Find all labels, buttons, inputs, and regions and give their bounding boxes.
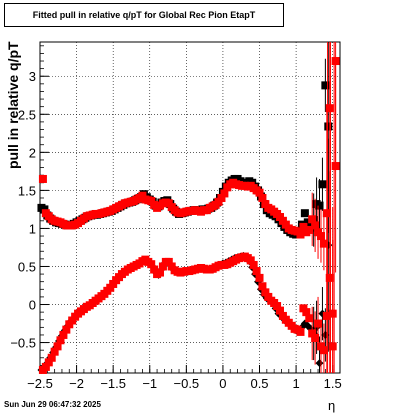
red-series-point: [220, 189, 229, 198]
red-series-point: [261, 288, 270, 297]
red-series-point: [325, 104, 334, 113]
chart-title-box: Fitted pull in relative q/pT for Global …: [4, 3, 284, 27]
red-series-point: [258, 282, 267, 291]
red-series-point: [164, 257, 173, 266]
red-series-point: [59, 330, 68, 339]
red-series-point: [150, 265, 159, 274]
red-series-point: [276, 306, 284, 315]
y-tick-label: 0: [29, 298, 36, 313]
red-series-point: [302, 308, 311, 317]
black-series-point: [315, 359, 324, 368]
red-series-point: [325, 273, 334, 282]
black-series-point: [324, 122, 333, 131]
red-series-point: [41, 362, 50, 371]
x-tick-label: 0: [219, 376, 226, 391]
x-tick-label: −1: [142, 376, 157, 391]
red-series-point: [296, 230, 305, 239]
red-series-point: [62, 325, 71, 334]
red-series-point: [316, 232, 325, 241]
y-tick-label: 1: [29, 221, 36, 236]
x-tick-label: −0.5: [174, 376, 200, 391]
black-series-point: [318, 180, 327, 189]
black-series-point: [315, 201, 324, 210]
red-series-point: [38, 174, 47, 183]
red-series-point: [47, 353, 56, 362]
red-series-point: [308, 329, 317, 338]
red-series-point: [319, 239, 328, 248]
x-tick-label: −1.5: [100, 376, 126, 391]
red-series-point: [322, 209, 331, 218]
y-tick-label: 3: [29, 69, 36, 84]
red-series-point: [44, 358, 53, 367]
red-series-point: [311, 221, 320, 230]
red-series-point: [255, 273, 264, 282]
red-series-point: [311, 333, 320, 342]
red-series-point: [273, 302, 282, 311]
red-series-point: [50, 347, 59, 356]
black-series-point: [300, 209, 309, 218]
red-series-point: [147, 260, 156, 269]
y-tick-label: 2: [29, 145, 36, 160]
red-series-point: [305, 314, 314, 323]
y-tick-label: −0.5: [10, 336, 36, 351]
red-series-point: [156, 268, 164, 277]
red-series-point: [296, 327, 305, 336]
red-series-point: [319, 346, 328, 355]
red-series-point: [314, 319, 323, 328]
y-tick-label: 2.5: [18, 107, 36, 122]
y-axis-label: pull in relative q/pT: [5, 41, 21, 169]
timestamp: Sun Jun 29 06:47:32 2025: [4, 400, 101, 409]
red-series-point: [53, 342, 62, 351]
red-series-point: [299, 222, 308, 231]
x-axis-label: η: [328, 398, 336, 413]
red-series-point: [249, 260, 258, 269]
red-series-point: [158, 262, 167, 271]
x-tick-label: −2.5: [27, 376, 53, 391]
red-series-point: [258, 193, 267, 202]
red-series-point: [328, 342, 337, 351]
red-series-point: [246, 256, 255, 265]
y-tick-label: 0.5: [18, 259, 36, 274]
x-tick-label: 0.5: [250, 376, 268, 391]
chart-title: Fitted pull in relative q/pT for Global …: [32, 10, 256, 20]
black-series-point: [303, 218, 312, 227]
red-series-point: [308, 215, 317, 224]
x-tick-label: 1: [292, 376, 299, 391]
black-series-point: [321, 81, 330, 90]
x-tick-label: 1.5: [324, 376, 342, 391]
red-series-point: [305, 225, 314, 234]
y-tick-label: 1.5: [18, 183, 36, 198]
red-series-point: [252, 267, 261, 276]
x-tick-label: −2: [69, 376, 84, 391]
red-series-point: [331, 162, 340, 171]
red-series-point: [56, 336, 65, 345]
red-series-point: [255, 188, 264, 197]
red-series-point: [217, 193, 226, 202]
